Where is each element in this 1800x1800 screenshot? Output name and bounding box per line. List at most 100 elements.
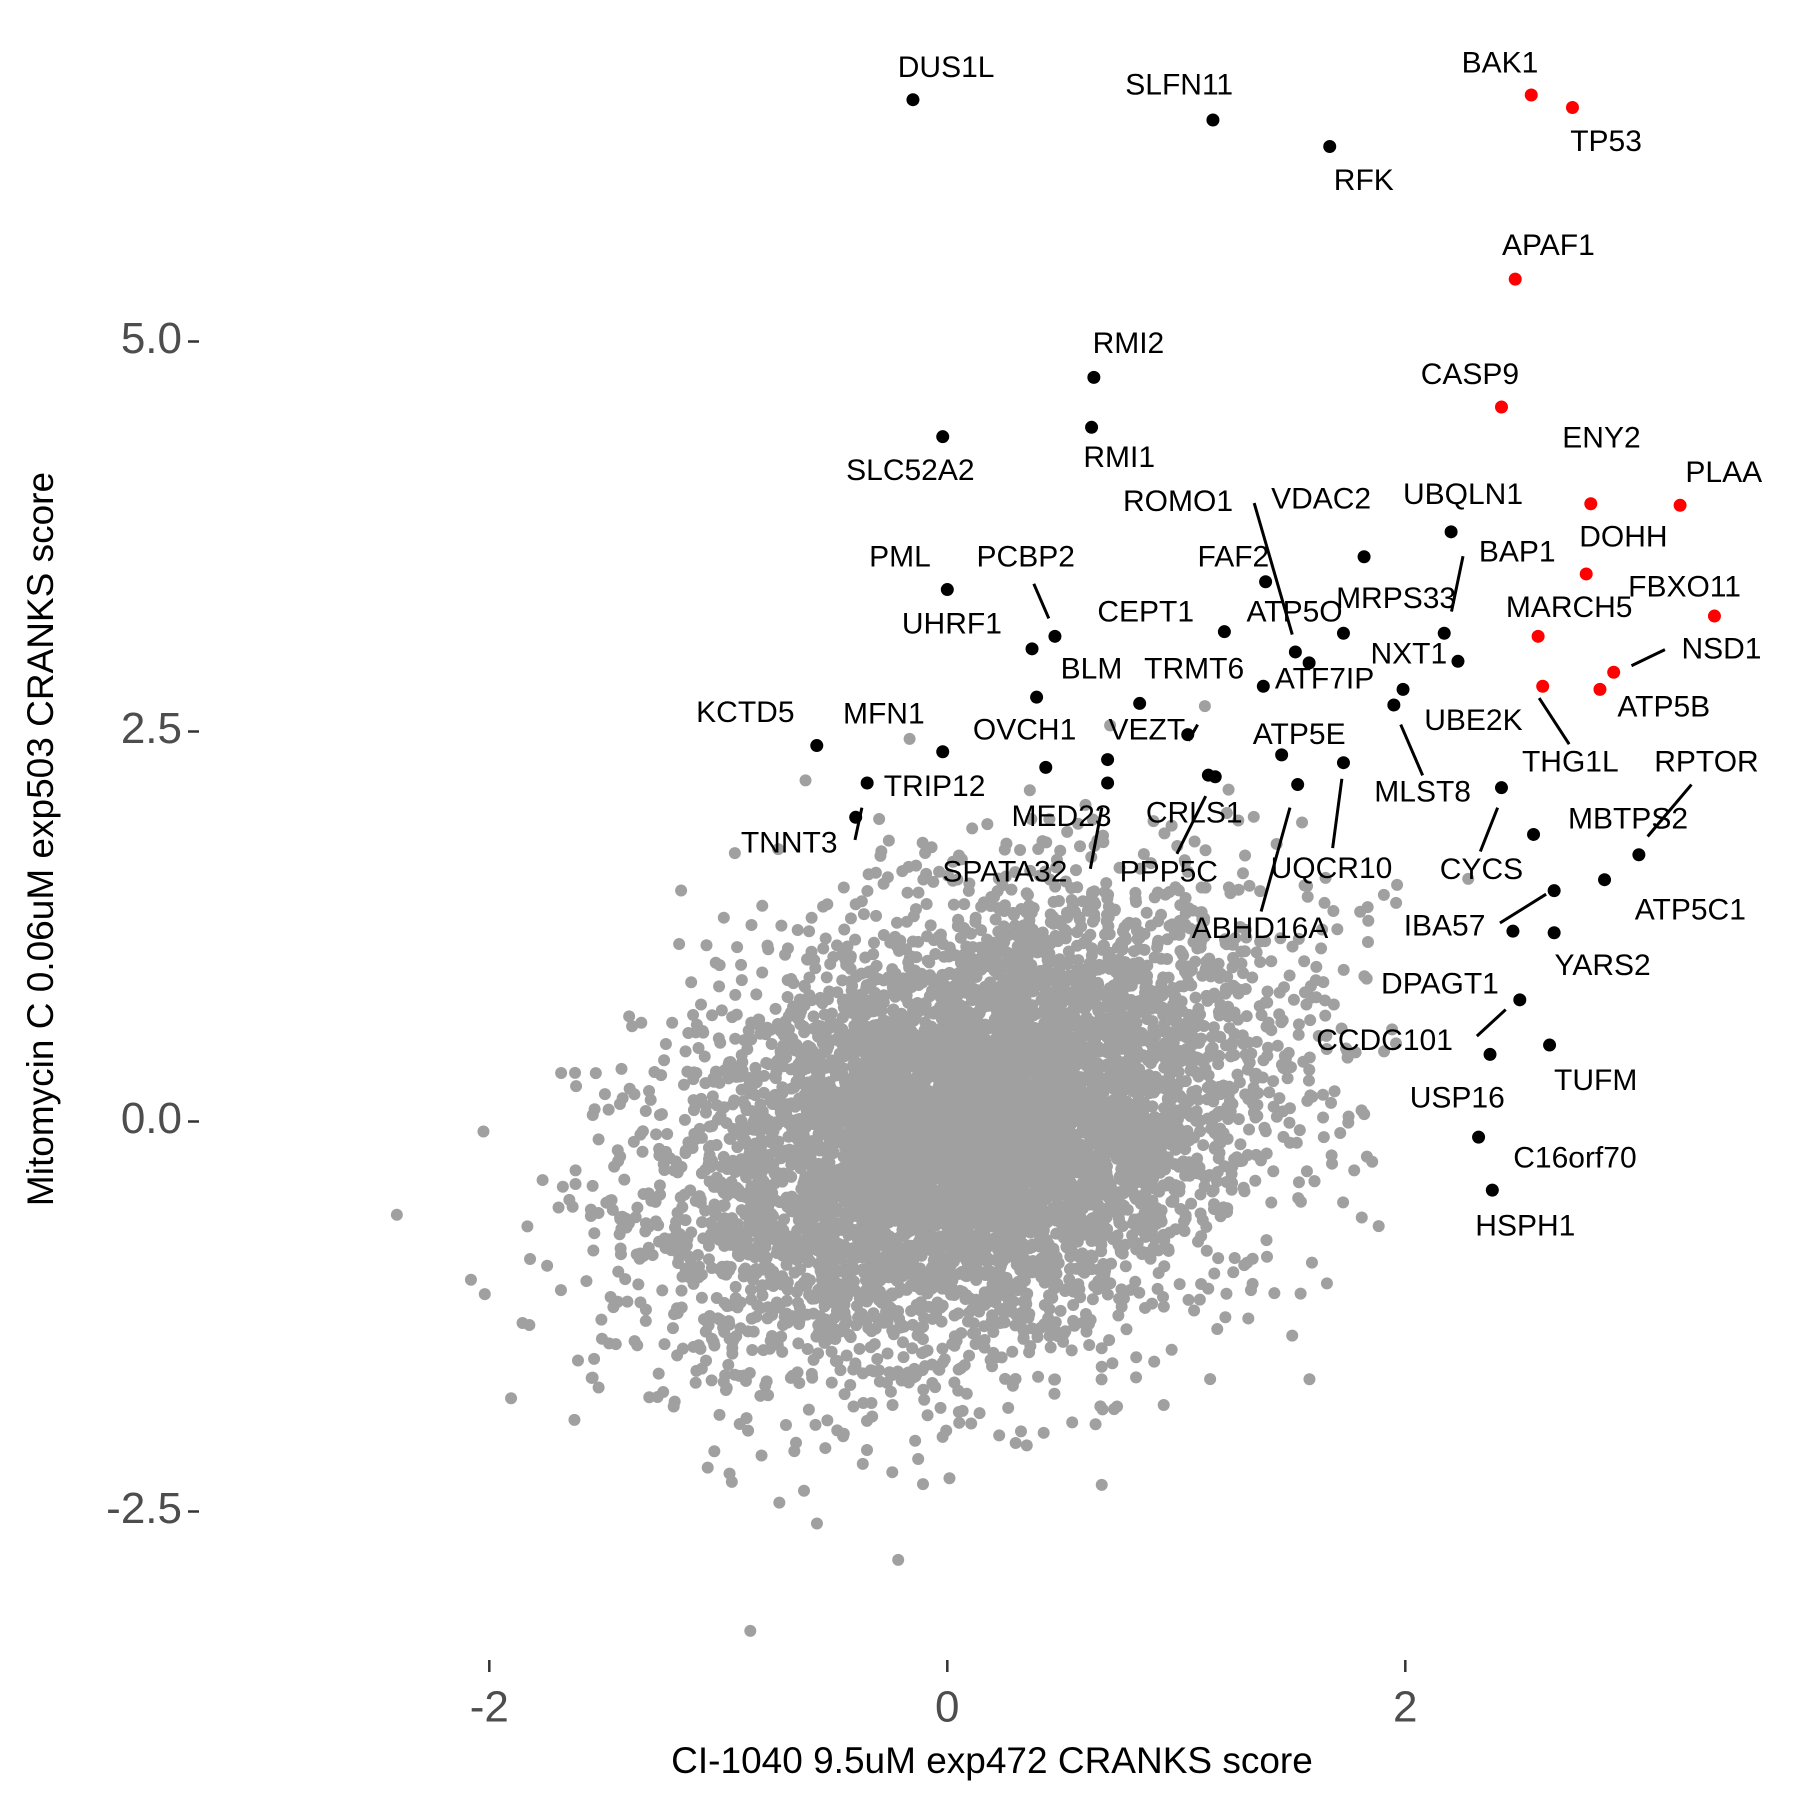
background-point — [881, 1347, 894, 1360]
background-point — [390, 1208, 403, 1221]
background-point — [1015, 1320, 1028, 1333]
background-point — [916, 1478, 929, 1491]
background-point — [646, 1249, 659, 1262]
background-point — [656, 1284, 669, 1297]
background-point — [776, 1345, 789, 1358]
background-point — [1274, 932, 1287, 945]
background-point — [1037, 1426, 1050, 1439]
background-point — [706, 1009, 719, 1022]
background-point — [1181, 865, 1194, 878]
background-point — [1308, 1175, 1321, 1188]
background-point — [607, 1301, 620, 1314]
background-point — [569, 1066, 582, 1079]
background-point — [1217, 1127, 1230, 1140]
background-point — [667, 1400, 680, 1413]
background-point — [1040, 836, 1053, 849]
background-point — [731, 1141, 744, 1154]
background-point — [777, 1039, 790, 1052]
background-point — [1293, 1124, 1306, 1137]
background-point — [658, 1338, 671, 1351]
background-point — [1049, 1373, 1062, 1386]
background-point — [762, 943, 775, 956]
background-point — [1254, 956, 1267, 969]
background-point — [819, 1442, 832, 1455]
background-point — [890, 916, 903, 929]
background-point — [1260, 1147, 1273, 1160]
background-point — [779, 948, 792, 961]
background-point — [1222, 1000, 1235, 1013]
background-point — [917, 1383, 930, 1396]
background-point — [1179, 1075, 1192, 1088]
background-point — [1226, 1160, 1239, 1173]
background-point — [751, 1299, 764, 1312]
background-point — [1101, 1288, 1114, 1301]
background-point — [652, 1219, 665, 1232]
background-point — [1079, 798, 1092, 811]
background-point — [745, 919, 758, 932]
background-point — [1054, 1304, 1067, 1317]
background-point — [563, 1193, 576, 1206]
background-point — [775, 919, 788, 932]
background-point — [689, 1376, 702, 1389]
background-point — [673, 938, 686, 951]
background-point — [900, 915, 913, 928]
background-point — [676, 1201, 689, 1214]
background-point — [1023, 784, 1036, 797]
background-point — [1106, 1357, 1119, 1370]
background-point — [602, 1103, 615, 1116]
background-point — [1310, 960, 1323, 973]
background-point — [729, 1280, 742, 1293]
background-point — [1250, 1148, 1263, 1161]
background-point — [1253, 1000, 1266, 1013]
background-point — [1002, 1401, 1015, 1414]
background-point — [1014, 1425, 1027, 1438]
background-point — [760, 1375, 773, 1388]
background-point — [1236, 867, 1249, 880]
background-point — [679, 1045, 692, 1058]
background-point — [1243, 879, 1256, 892]
background-point — [873, 1375, 886, 1388]
background-point — [648, 1066, 661, 1079]
background-point — [1001, 946, 1014, 959]
background-point — [1148, 1355, 1161, 1368]
background-point — [735, 974, 748, 987]
background-point — [923, 990, 936, 1003]
background-point — [1224, 1105, 1237, 1118]
background-point — [1208, 1198, 1221, 1211]
background-point — [1254, 885, 1267, 898]
background-point — [819, 932, 832, 945]
background-point — [699, 1325, 712, 1338]
background-point — [924, 919, 937, 932]
background-point — [969, 915, 982, 928]
background-point — [726, 1335, 739, 1348]
background-point — [722, 1358, 735, 1371]
background-point — [912, 886, 925, 899]
background-point — [1148, 951, 1161, 964]
background-point — [775, 1330, 788, 1343]
background-point — [825, 1376, 838, 1389]
background-point — [860, 1414, 873, 1427]
background-point — [1294, 1287, 1307, 1300]
background-point — [867, 1365, 880, 1378]
background-point — [1144, 919, 1157, 932]
background-point — [1390, 896, 1403, 909]
background-point — [1244, 1284, 1257, 1297]
background-point — [824, 958, 837, 971]
background-point — [569, 1178, 582, 1191]
background-point — [1036, 926, 1049, 939]
background-point — [836, 974, 849, 987]
background-point — [1187, 1131, 1200, 1144]
background-point — [1009, 1437, 1022, 1450]
background-point — [1234, 1138, 1247, 1151]
background-point — [1342, 1116, 1355, 1129]
background-point — [1317, 1131, 1330, 1144]
background-point — [1220, 807, 1233, 820]
background-point — [692, 1041, 705, 1054]
background-point — [1095, 1478, 1108, 1491]
background-points — [390, 700, 1475, 1637]
background-point — [1020, 1439, 1033, 1452]
background-point — [1292, 932, 1305, 945]
background-point — [1169, 1223, 1182, 1236]
background-point — [1079, 1308, 1092, 1321]
background-point — [587, 1244, 600, 1257]
